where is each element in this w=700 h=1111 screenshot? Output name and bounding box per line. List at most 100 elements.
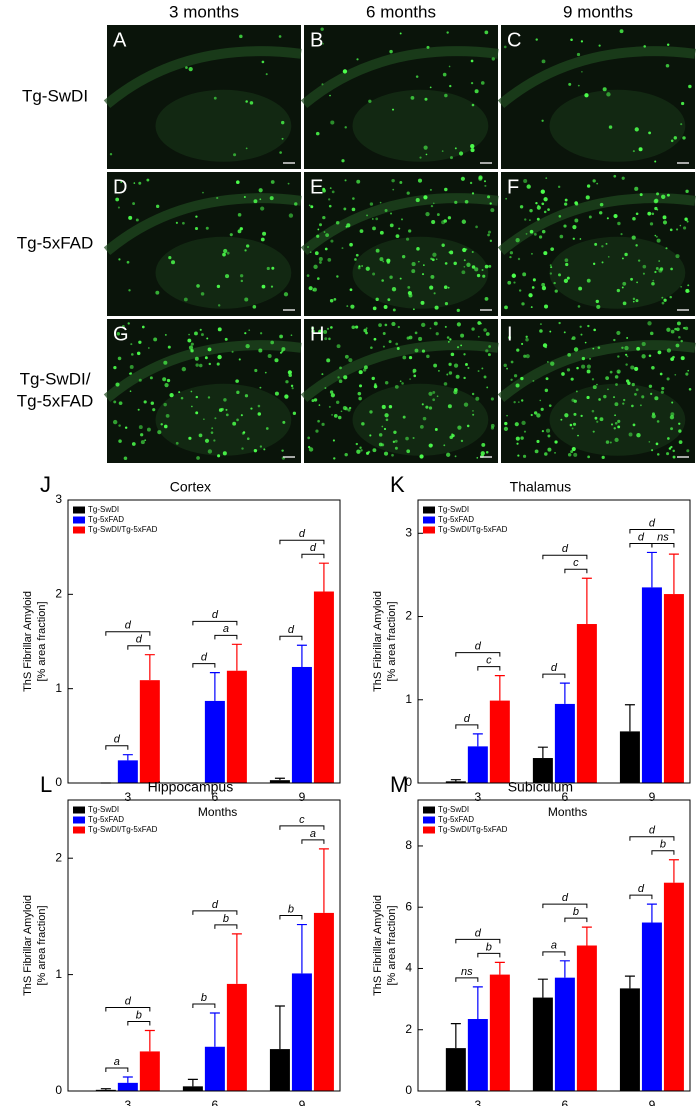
plaque-dot [669,295,672,299]
plaque-dot [204,356,208,360]
plaque-dot [591,409,595,413]
bar [554,703,575,783]
plaque-dot [666,193,670,197]
plaque-dot [460,344,463,347]
plaque-dot [586,395,590,400]
plaque-dot [270,180,275,184]
plaque-dot [373,384,378,389]
plaque-dot [648,131,652,135]
plaque-dot [388,405,393,409]
plaque-dot [592,430,595,433]
tissue-region [155,383,292,456]
plaque-dot [395,234,400,238]
plaque-dot [487,195,491,199]
plaque-dot [641,354,646,359]
plaque-dot [444,325,447,328]
plaque-dot [525,354,530,359]
plaque-dot [626,355,629,358]
plaque-dot [245,100,248,103]
plaque-dot [669,228,673,232]
plaque-dot [321,83,324,86]
plaque-dot [577,434,579,437]
plaque-dot [521,302,525,306]
plaque-dot [476,457,479,459]
plaque-dot [191,405,193,408]
plaque-dot [328,204,332,208]
plaque-dot [389,223,394,228]
plaque-dot [419,156,422,159]
plaque-dot [635,299,639,303]
plaque-dot [387,298,391,302]
plaque-dot [563,331,566,334]
plaque-dot [263,448,266,451]
plaque-dot [432,390,436,394]
plaque-dot [438,369,440,372]
plaque-dot [164,333,167,336]
plaque-dot [579,325,582,328]
plaque-dot [231,350,234,353]
plaque-dot [642,272,645,275]
plaque-dot [188,66,193,72]
plaque-dot [216,196,219,200]
plaque-dot [678,335,681,339]
bar [532,997,553,1091]
significance-label: ns [657,531,669,543]
y-tick-label: 0 [55,1083,62,1097]
plaque-dot [382,260,385,263]
significance-bracket [542,951,566,956]
plaque-dot [466,262,471,267]
plaque-dot [632,297,636,301]
plaque-dot [284,394,289,399]
plaque-dot [430,257,433,261]
error-bar [559,682,570,704]
plaque-dot [586,369,591,374]
plaque-dot [399,181,403,184]
plaque-dot [449,338,452,341]
x-tick-label: 3 [474,790,481,804]
tissue-region [352,236,489,309]
significance-label: d [136,634,143,646]
significance-label: c [486,655,492,667]
plaque-dot [190,349,194,353]
plaque-dot [372,226,376,231]
plaque-dot [390,212,393,215]
plaque-dot [543,304,549,309]
plaque-dot [396,347,400,350]
plaque-dot [361,265,364,267]
plaque-dot [676,321,681,326]
significance-label: a [551,940,557,952]
plaque-dot [217,454,221,458]
x-tick-label: 9 [299,1098,306,1106]
plaque-dot [254,368,258,373]
plaque-dot [417,260,420,263]
plaque-dot [634,127,639,132]
legend-label: Tg-SwDI/Tg-5xFAD [438,525,508,534]
panel-letter: F [507,176,519,198]
plaque-dot [656,420,660,423]
significance-bracket [542,554,588,560]
plaque-dot [553,281,556,285]
plaque-dot [613,338,616,342]
plaque-dot [253,448,258,453]
plaque-dot [222,451,227,456]
plaque-dot [109,153,113,156]
plaque-dot [194,356,199,361]
plaque-dot [337,376,340,379]
plaque-dot [164,382,169,388]
plaque-dot [207,347,212,352]
plaque-dot [489,202,492,205]
bar [576,945,597,1091]
plaque-dot [132,202,136,206]
plot-frame [67,499,341,784]
plaque-dot [686,449,690,453]
plaque-dot [418,336,423,341]
plaque-dot [487,233,490,237]
plaque-dot [681,101,685,106]
plaque-dot [320,27,324,31]
plaque-dot [140,440,145,445]
plaque-dot [401,254,406,259]
bar [313,912,334,1091]
significance-bracket [542,673,566,679]
plaque-dot [358,265,361,268]
